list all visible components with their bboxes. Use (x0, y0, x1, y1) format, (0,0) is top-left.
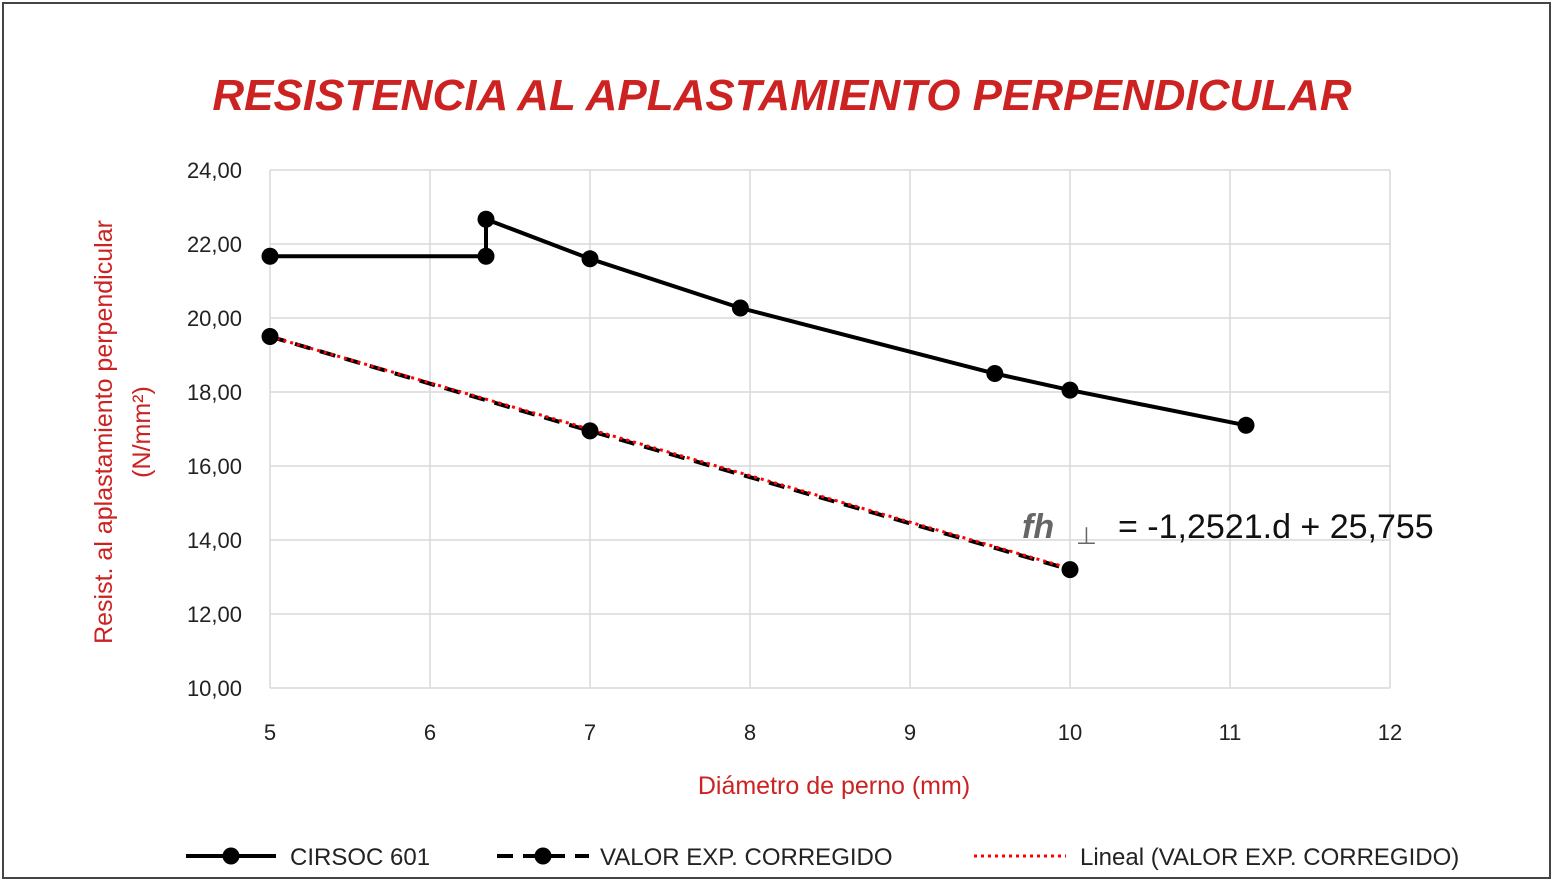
y-tick-label: 12,00 (187, 602, 242, 627)
series-2-point (261, 328, 279, 345)
y-axis-label-text: Resist. al aplastamiento perpendicular (90, 220, 118, 644)
x-tick-label: 5 (264, 720, 276, 745)
y-tick-label: 22,00 (187, 232, 242, 257)
series-2-point (1061, 561, 1079, 579)
x-axis-ticks: 5 6 7 8 9 10 11 12 (264, 720, 1402, 745)
legend-label-1: CIRSOC 601 (290, 844, 430, 871)
y-axis-label: Resist. al aplastamiento perpendicular (… (90, 220, 156, 644)
y-tick-label: 10,00 (187, 676, 242, 701)
grid (269, 169, 1391, 689)
perpendicular-symbol: ⊥ (1076, 522, 1097, 550)
equation-prefix: fh (1022, 508, 1054, 546)
legend: CIRSOC 601 VALOR EXP. CORREGIDO Lineal (VA… (186, 844, 1459, 871)
chart-title: RESISTENCIA AL APLASTAMIENTO PERPENDICUL… (212, 71, 1351, 120)
trend-equation: fh ⊥ = -1,2521.d + 25,755 (1022, 508, 1434, 550)
series-group (261, 210, 1255, 579)
x-tick-label: 10 (1058, 720, 1082, 745)
chart: RESISTENCIA AL APLASTAMIENTO PERPENDICUL… (90, 71, 1459, 871)
series-1-point (581, 250, 599, 268)
y-axis-unit: (N/mm²) (128, 386, 156, 478)
x-axis-label: Diámetro de perno (mm) (698, 772, 970, 800)
y-tick-label: 14,00 (187, 528, 242, 553)
y-tick-label: 18,00 (187, 380, 242, 405)
series-1-point (477, 210, 495, 228)
x-tick-label: 7 (584, 720, 596, 745)
legend-marker-2 (534, 847, 552, 865)
y-tick-label: 16,00 (187, 454, 242, 479)
series-line-1 (270, 216, 1247, 428)
legend-marker-1 (222, 847, 240, 865)
y-tick-label: 24,00 (187, 158, 242, 183)
legend-label-3: Lineal (VALOR EXP. CORREGIDO) (1080, 844, 1459, 871)
equation-text: = -1,2521.d + 25,755 (1118, 508, 1434, 546)
legend-label-2: VALOR EXP. CORREGIDO (600, 844, 893, 871)
y-tick-label: 20,00 (187, 306, 242, 331)
y-axis-ticks: 10,00 12,00 14,00 16,00 18,00 20,00 22,00 24,00 (187, 158, 242, 701)
x-tick-label: 11 (1219, 720, 1242, 745)
x-tick-label: 9 (904, 720, 916, 745)
series-1-point (1061, 381, 1079, 399)
series-line-2 (269, 334, 1071, 572)
series-1-point (986, 365, 1004, 382)
x-tick-label: 8 (744, 720, 756, 745)
series-1-point (731, 299, 749, 317)
series-1-point (261, 247, 279, 265)
series-1-point (477, 247, 495, 265)
x-tick-label: 12 (1378, 720, 1402, 745)
x-tick-label: 6 (424, 720, 436, 745)
series-2-point (581, 422, 599, 440)
series-line-3 (269, 335, 1071, 570)
series-1-point (1237, 416, 1255, 434)
